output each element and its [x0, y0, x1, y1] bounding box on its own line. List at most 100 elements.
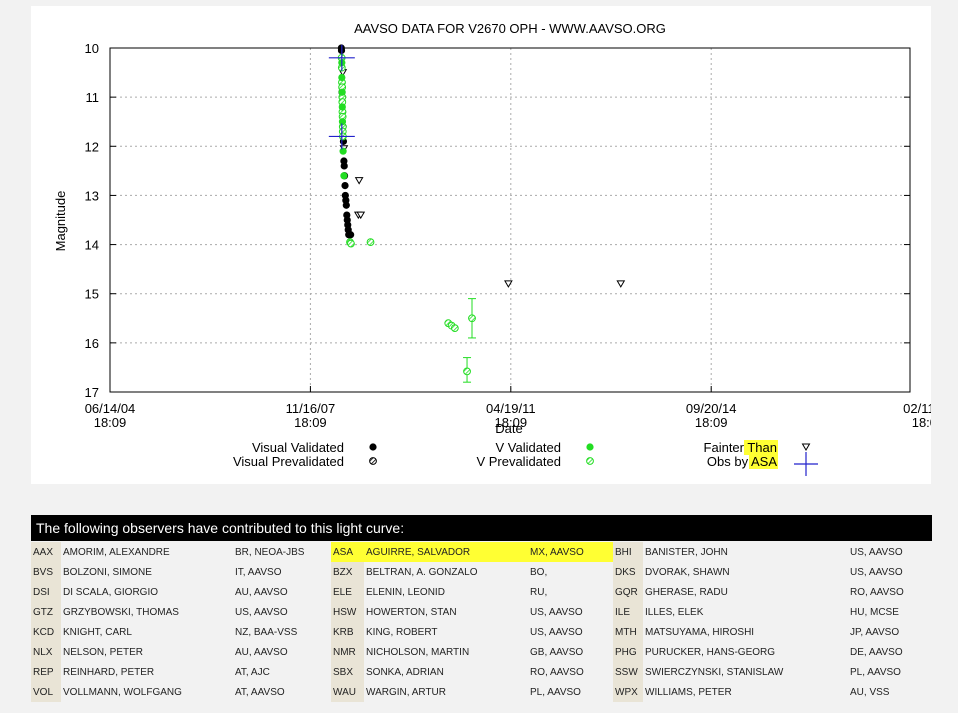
observer-code: KCD	[31, 622, 61, 642]
point-fainter-than	[354, 177, 364, 185]
observer-name: KNIGHT, CARL	[63, 626, 132, 638]
observer-code: DSI	[31, 582, 61, 602]
observer-name: BELTRAN, A. GONZALO	[366, 566, 478, 578]
point-v-prevalidated	[366, 238, 375, 247]
x-tick-label: 02/11/18	[903, 401, 931, 416]
observer-org: AU, VSS	[850, 686, 890, 698]
observer-code: WPX	[613, 682, 643, 702]
point-obs-by-asa	[328, 44, 355, 71]
x-tick-label: 18:09	[94, 415, 127, 430]
legend-marker-v-validated	[586, 443, 594, 451]
point-v-prevalidated	[463, 367, 471, 376]
light-curve-panel: AAVSO DATA FOR V2670 OPH - WWW.AAVSO.ORG…	[31, 6, 931, 484]
observer-name: BOLZONI, SIMONE	[63, 566, 152, 578]
observer-org: US, AAVSO	[530, 626, 583, 638]
observer-code: SBX	[331, 662, 364, 682]
legend-label-v-prevalidated: V Prevalidated	[476, 454, 561, 469]
x-tick-label: 18:09	[294, 415, 327, 430]
legend-label-fainter-than: Fainter Than	[704, 440, 777, 455]
observer-org: US, AAVSO	[530, 606, 583, 618]
observer-code: BVS	[31, 562, 61, 582]
observer-code: GTZ	[31, 602, 61, 622]
observer-org: AU, AAVSO	[235, 646, 288, 658]
observer-org: BR, NEOA-JBS	[235, 546, 305, 558]
legend-highlight	[744, 440, 778, 455]
observer-org: NZ, BAA-VSS	[235, 626, 298, 638]
observer-code: AAX	[31, 542, 61, 562]
observer-org: PL, AAVSO	[530, 686, 581, 698]
observer-code: HSW	[331, 602, 364, 622]
observer-org: US, AAVSO	[235, 606, 288, 618]
observer-row: BVS BOLZONI, SIMONE IT, AAVSO BZX BELTRAN, A…	[31, 562, 932, 582]
y-tick-label: 13	[85, 188, 99, 203]
y-axis-label: Magnitude	[53, 191, 68, 252]
y-tick-label: 17	[85, 385, 99, 400]
y-tick-label: 11	[86, 90, 100, 105]
point-obs-by-asa	[328, 123, 355, 150]
legend-label-visual-prevalidated: Visual Prevalidated	[233, 454, 344, 469]
point-v-prevalidated	[347, 239, 355, 248]
point-visual-validated	[341, 182, 349, 190]
legend-highlight	[749, 454, 778, 469]
observer-name: NELSON, PETER	[63, 646, 144, 658]
observer-name: NICHOLSON, MARTIN	[366, 646, 470, 658]
legend-label-v-validated: V Validated	[495, 440, 561, 455]
observer-org: AU, AAVSO	[235, 586, 288, 598]
observer-org: MX, AAVSO	[528, 542, 613, 562]
observer-code: BZX	[331, 562, 364, 582]
observer-code: DKS	[613, 562, 643, 582]
observer-org: JP, AAVSO	[850, 626, 900, 638]
observer-row: GTZ GRZYBOWSKI, THOMAS US, AAVSO HSW HOWERTO…	[31, 602, 932, 622]
point-fainter-than	[356, 211, 366, 220]
point-visual-validated	[347, 231, 355, 239]
observer-code: ILE	[613, 602, 643, 622]
x-tick-label: 11/16/07	[286, 401, 336, 416]
observer-name: KING, ROBERT	[366, 626, 438, 638]
point-visual-validated	[342, 201, 350, 209]
point-v-validated	[338, 73, 346, 82]
point-v-prevalidated	[468, 314, 476, 323]
x-tick-label: 06/14/04	[85, 401, 136, 416]
observer-org: RO, AAVSO	[530, 666, 584, 678]
observer-name: ILLES, ELEK	[645, 606, 704, 618]
y-tick-label: 14	[85, 238, 99, 253]
point-v-prevalidated	[450, 324, 459, 333]
observer-name: PURUCKER, HANS-GEORG	[645, 646, 776, 658]
legend-marker-visual-prevalidated	[369, 457, 377, 465]
observer-name: DVORAK, SHAWN	[645, 566, 730, 578]
observer-row: KCD KNIGHT, CARL NZ, BAA-VSS KRB KING, ROBER…	[31, 622, 932, 642]
observer-org: AT, AJC	[235, 666, 270, 678]
observers-table: AAX AMORIM, ALEXANDRE BR, NEOA-JBS ASA AGUIR…	[31, 542, 932, 702]
legend-marker-v-prevalidated	[586, 457, 594, 465]
y-tick-label: 10	[85, 41, 99, 56]
observer-name: WILLIAMS, PETER	[645, 686, 732, 698]
plot-frame	[109, 47, 911, 393]
axis-ticks: 06/14/0418:0911/16/0718:0904/19/1118:090…	[85, 41, 931, 430]
observer-org: US, AAVSO	[850, 566, 903, 578]
observer-code: GQR	[613, 582, 643, 602]
observer-org: DE, AAVSO	[850, 646, 903, 658]
observer-org: IT, AAVSO	[235, 566, 282, 578]
y-tick-label: 12	[85, 139, 99, 154]
observer-row: NLX NELSON, PETER AU, AAVSO NMR NICHOLSON, M…	[31, 642, 932, 662]
observer-row: VOL VOLLMANN, WOLFGANG AT, AAVSO WAU WARGIN,…	[31, 682, 932, 702]
observer-name: SONKA, ADRIAN	[366, 666, 444, 678]
observer-org: PL, AAVSO	[850, 666, 901, 678]
observer-code: VOL	[31, 682, 61, 702]
observer-code: SSW	[613, 662, 643, 682]
observer-name: AMORIM, ALEXANDRE	[63, 546, 170, 558]
observer-code: KRB	[331, 622, 364, 642]
legend-label-visual-validated: Visual Validated	[252, 440, 344, 455]
point-fainter-than	[616, 280, 626, 288]
observer-code: ELE	[331, 582, 364, 602]
observer-org: HU, MCSE	[850, 606, 899, 618]
x-tick-label: 09/20/14	[686, 401, 737, 416]
legend-marker-obs-by-asa	[794, 452, 818, 476]
legend-marker-visual-validated	[369, 443, 377, 451]
observer-code: NMR	[331, 642, 364, 662]
point-v-validated	[338, 88, 346, 96]
observer-name: ELENIN, LEONID	[366, 586, 445, 598]
light-curve-chart: AAVSO DATA FOR V2670 OPH - WWW.AAVSO.ORG…	[53, 21, 931, 476]
x-tick-label: 18:09	[495, 415, 528, 430]
observer-name: REINHARD, PETER	[63, 666, 155, 678]
